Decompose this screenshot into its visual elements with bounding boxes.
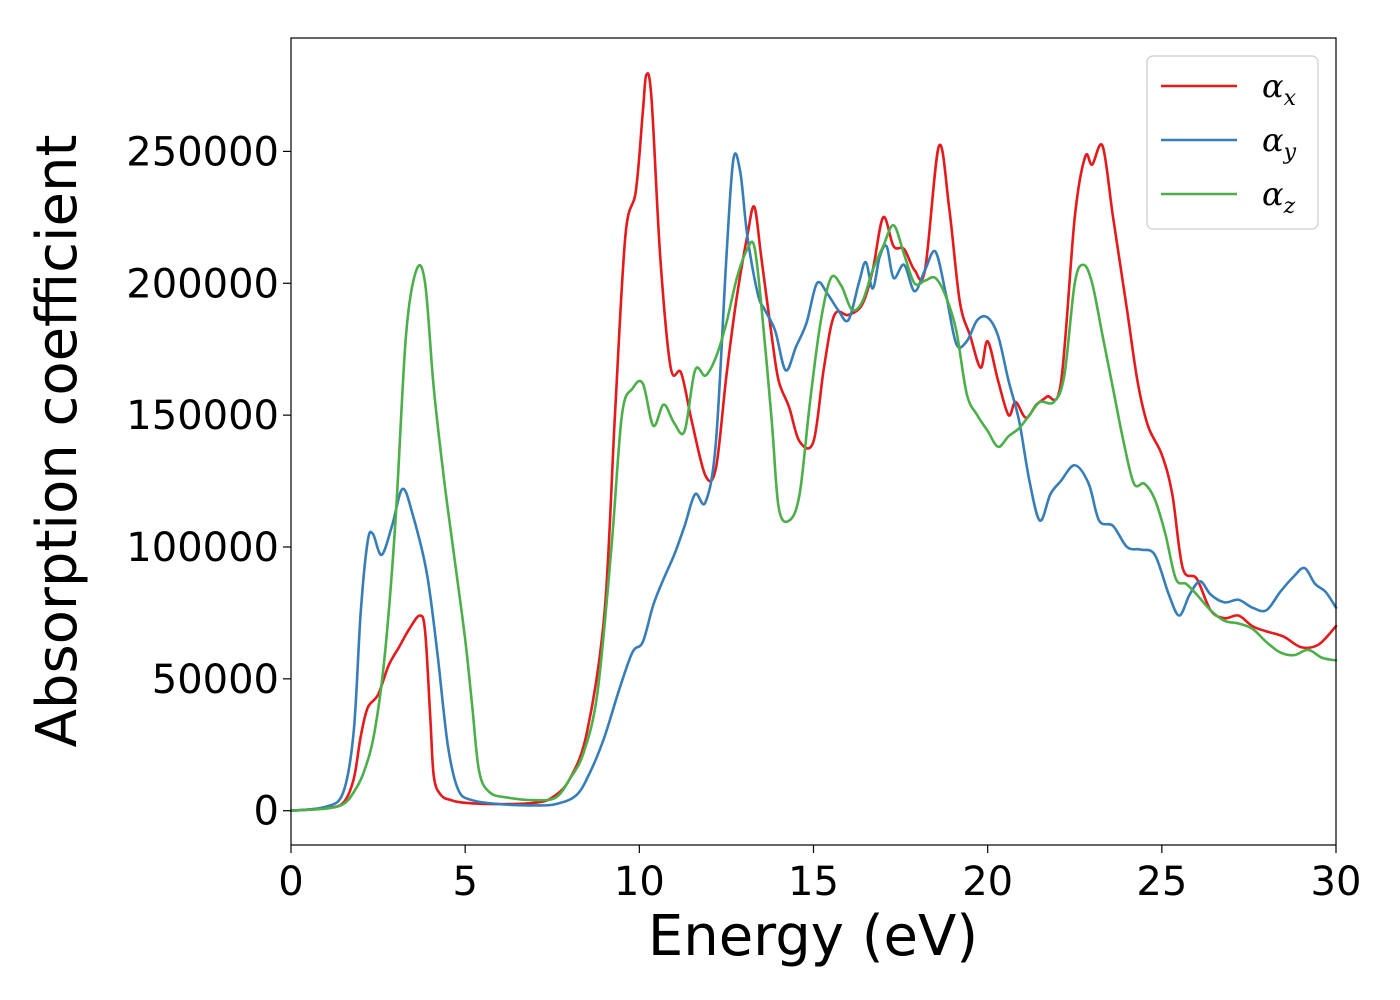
y-tick-label: 200000	[126, 261, 279, 307]
legend-box	[1146, 55, 1319, 230]
legend-label-z: αz	[1262, 175, 1296, 219]
series-line-y	[289, 152, 1338, 813]
series-layer	[289, 72, 1338, 813]
legend: αx αy αz	[1146, 55, 1319, 230]
y-tick-label: 150000	[126, 393, 279, 439]
legend-label-x: αx	[1262, 67, 1297, 111]
x-tick-label: 15	[788, 859, 839, 905]
series-line-x	[289, 72, 1338, 813]
y-tick-label: 250000	[126, 129, 279, 175]
x-axis: 0 5 10 15 20 25 30	[278, 845, 1361, 905]
y-tick-label: 100000	[126, 525, 279, 571]
x-tick-label: 0	[278, 859, 303, 905]
y-axis-title: Absorption coefficient	[25, 135, 90, 748]
x-tick-label: 5	[452, 859, 477, 905]
x-tick-label: 25	[1136, 859, 1187, 905]
y-tick-label: 50000	[152, 657, 279, 703]
x-tick-label: 20	[962, 859, 1013, 905]
legend-label-y: αy	[1262, 121, 1297, 165]
x-axis-title: Energy (eV)	[648, 904, 978, 969]
x-tick-label: 10	[614, 859, 665, 905]
series-line-z	[289, 223, 1338, 813]
y-tick-label: 0	[254, 789, 279, 835]
y-axis: 0 50000 100000 150000 200000 250000	[126, 129, 291, 835]
x-tick-label: 30	[1311, 859, 1362, 905]
